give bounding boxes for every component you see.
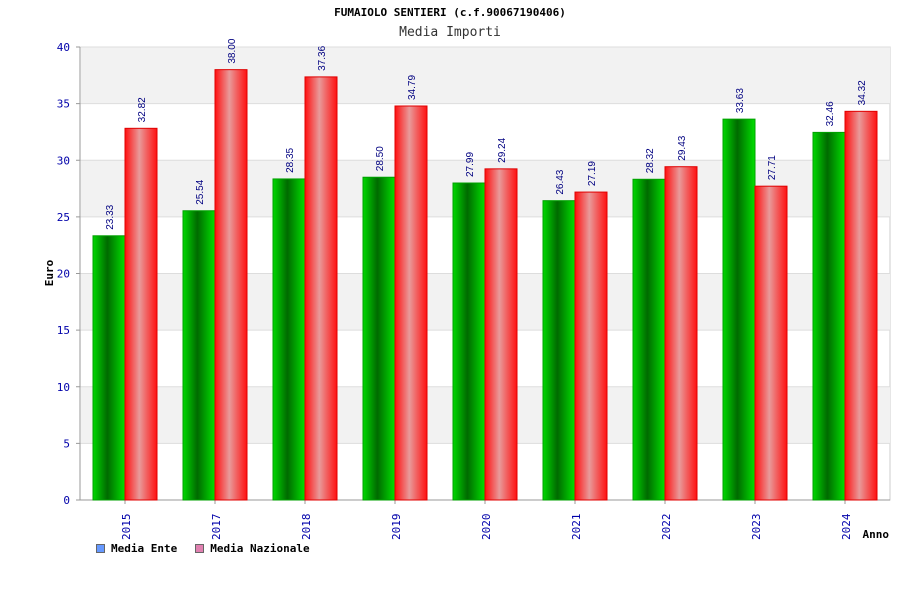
x-tick-label: 2022: [660, 514, 673, 541]
legend: Media Ente Media Nazionale: [96, 542, 310, 555]
data-label: 28.50: [375, 146, 386, 171]
data-label: 27.19: [587, 161, 598, 186]
data-label: 34.79: [407, 75, 418, 100]
y-tick-label: 40: [57, 41, 70, 54]
bar-nazionale-2017: [214, 69, 248, 501]
data-label: 37.36: [317, 45, 328, 70]
data-label: 26.43: [555, 169, 566, 194]
legend-label-nazionale: Media Nazionale: [210, 542, 310, 555]
y-tick-label: 25: [57, 211, 70, 224]
y-tick-label: 30: [57, 154, 70, 167]
y-tick-label: 20: [57, 268, 70, 281]
x-tick-label: 2023: [750, 514, 763, 541]
data-label: 29.24: [497, 137, 508, 162]
data-label: 29.43: [677, 135, 688, 160]
bar-nazionale-2020: [484, 168, 518, 501]
y-tick-label: 5: [63, 437, 70, 450]
bar-nazionale-2021: [574, 191, 608, 501]
bar-ente-2017: [182, 210, 216, 501]
bar-ente-2020: [452, 182, 486, 501]
data-label: 27.71: [767, 155, 778, 180]
data-label: 28.35: [285, 147, 296, 172]
data-label: 33.63: [735, 88, 746, 113]
y-tick-label: 0: [63, 494, 70, 507]
bar-nazionale-2023: [754, 185, 788, 501]
x-tick-label: 2015: [120, 514, 133, 541]
bar-nazionale-2024: [844, 110, 878, 501]
chart-title: FUMAIOLO SENTIERI (c.f.90067190406): [334, 6, 566, 19]
bar-nazionale-2019: [394, 105, 428, 501]
x-tick-label: 2018: [300, 514, 313, 541]
bar-ente-2019: [362, 176, 396, 501]
data-label: 28.32: [645, 148, 656, 173]
bar-ente-2018: [272, 178, 306, 501]
x-tick-label: 2017: [210, 514, 223, 541]
y-tick-label: 35: [57, 98, 70, 111]
data-label: 27.99: [465, 152, 476, 177]
x-tick-label: 2024: [840, 513, 853, 540]
x-tick-label: 2020: [480, 514, 493, 541]
bar-nazionale-2018: [304, 76, 338, 501]
data-label: 32.82: [137, 97, 148, 122]
grid-band: [81, 47, 890, 104]
data-label: 23.33: [105, 204, 116, 229]
bar-ente-2022: [632, 178, 666, 501]
y-axis-label: Euro: [43, 259, 56, 286]
legend-label-ente: Media Ente: [111, 542, 178, 555]
x-tick-label: 2019: [390, 514, 403, 541]
legend-item-nazionale: Media Nazionale: [195, 542, 310, 555]
bar-ente-2024: [812, 131, 846, 501]
y-tick-label: 15: [57, 324, 70, 337]
bar-nazionale-2015: [124, 127, 158, 501]
y-tick-label: 10: [57, 381, 70, 394]
bar-ente-2023: [722, 118, 756, 501]
legend-swatch-nazionale: [195, 544, 205, 553]
x-axis-label: Anno: [863, 528, 890, 541]
bar-ente-2021: [542, 200, 576, 501]
bar-nazionale-2022: [664, 166, 698, 501]
chart-subtitle: Media Importi: [399, 25, 501, 40]
data-label: 32.46: [825, 101, 836, 126]
legend-item-ente: Media Ente: [96, 542, 177, 555]
data-label: 34.32: [857, 80, 868, 105]
data-label: 38.00: [227, 38, 238, 63]
legend-swatch-ente: [96, 544, 105, 553]
bar-ente-2015: [92, 235, 126, 501]
x-tick-label: 2021: [570, 514, 583, 541]
data-label: 25.54: [195, 179, 206, 204]
